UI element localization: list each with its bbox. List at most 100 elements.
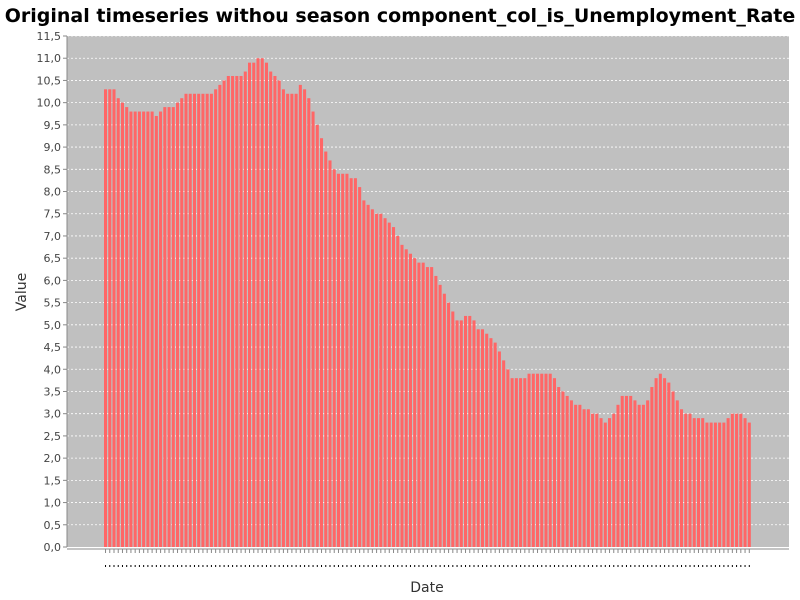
- bar: [133, 111, 137, 548]
- bar: [311, 111, 315, 548]
- y-axis: 0,0 0,5 1,0 1,5 2,0 2,5 3,0 3,5 4,0 4,5 5,0 5,5 6,0 6…: [37, 30, 68, 554]
- chart-title: Original timeseries withou season compon…: [5, 5, 796, 27]
- bar: [320, 138, 324, 547]
- bar: [201, 93, 205, 547]
- bar: [264, 62, 268, 548]
- bar: [671, 391, 675, 547]
- bar: [167, 107, 171, 548]
- bar: [582, 409, 586, 547]
- bar: [239, 75, 243, 547]
- bar: [345, 173, 349, 547]
- bar: [658, 373, 662, 547]
- bar: [739, 413, 743, 547]
- bar: [396, 235, 400, 547]
- bar: [476, 329, 480, 547]
- y-tick-label: 3,5: [44, 385, 62, 398]
- bar: [557, 387, 561, 547]
- bar: [603, 422, 607, 547]
- bar: [616, 404, 620, 547]
- bar: [540, 373, 544, 547]
- bar: [421, 262, 425, 547]
- bar: [536, 373, 540, 547]
- bar: [349, 178, 353, 548]
- bar: [489, 338, 493, 547]
- y-tick-label: 7,5: [44, 208, 62, 221]
- bar: [722, 422, 726, 547]
- bar: [464, 315, 468, 547]
- bar: [353, 178, 357, 548]
- bar: [641, 404, 645, 547]
- y-tick-label: 8,0: [44, 186, 62, 199]
- y-tick-label: 11,5: [37, 30, 62, 43]
- bar: [485, 333, 489, 547]
- bar: [188, 93, 192, 547]
- bar: [620, 395, 624, 547]
- bar: [502, 360, 506, 547]
- bar: [506, 369, 510, 547]
- bar: [565, 395, 569, 547]
- bar: [654, 378, 658, 547]
- x-axis: [67, 548, 789, 567]
- bar: [696, 418, 700, 547]
- bar: [569, 400, 573, 547]
- y-tick-label: 6,5: [44, 252, 62, 265]
- bar: [455, 320, 459, 547]
- bar: [718, 422, 722, 547]
- bar: [442, 293, 446, 547]
- bar: [108, 89, 112, 547]
- bar: [218, 84, 222, 547]
- bar: [248, 62, 252, 548]
- bar: [379, 213, 383, 547]
- bar: [370, 209, 374, 547]
- bar: [260, 58, 264, 547]
- y-tick-label: 1,5: [44, 474, 62, 487]
- bar: [730, 413, 734, 547]
- bar: [192, 93, 196, 547]
- bar: [197, 93, 201, 547]
- bar: [680, 409, 684, 547]
- bar: [222, 80, 226, 547]
- bar: [624, 395, 628, 547]
- bar: [633, 400, 637, 547]
- bar: [273, 75, 277, 547]
- y-tick-label: 2,0: [44, 452, 62, 465]
- bar: [468, 315, 472, 547]
- bar: [176, 102, 180, 548]
- bar: [434, 275, 438, 547]
- bar: [548, 373, 552, 547]
- bar: [387, 222, 391, 547]
- bar: [180, 98, 184, 548]
- y-tick-label: 0,0: [44, 541, 62, 554]
- bar: [425, 267, 429, 547]
- y-tick-label: 10,5: [37, 74, 62, 87]
- bar: [142, 111, 146, 548]
- bar: [252, 62, 256, 548]
- bar: [650, 387, 654, 547]
- y-tick-label: 2,5: [44, 430, 62, 443]
- bar: [599, 418, 603, 547]
- y-tick-label: 4,0: [44, 363, 62, 376]
- bar: [701, 418, 705, 547]
- bar: [366, 204, 370, 547]
- bar: [531, 373, 535, 547]
- bar: [510, 378, 514, 547]
- bar: [705, 422, 709, 547]
- bar: [303, 89, 307, 547]
- bar: [413, 258, 417, 547]
- bar: [637, 404, 641, 547]
- bar: [243, 71, 247, 548]
- bar: [269, 71, 273, 548]
- bar: [184, 93, 188, 547]
- bar: [146, 111, 150, 548]
- bar: [675, 400, 679, 547]
- bar: [561, 391, 565, 547]
- bar: [519, 378, 523, 547]
- bar: [209, 93, 213, 547]
- bar: [392, 227, 396, 547]
- bar: [171, 107, 175, 548]
- bar: [383, 218, 387, 547]
- bar: [713, 422, 717, 547]
- bar: [447, 302, 451, 547]
- bar: [362, 200, 366, 547]
- bar: [578, 404, 582, 547]
